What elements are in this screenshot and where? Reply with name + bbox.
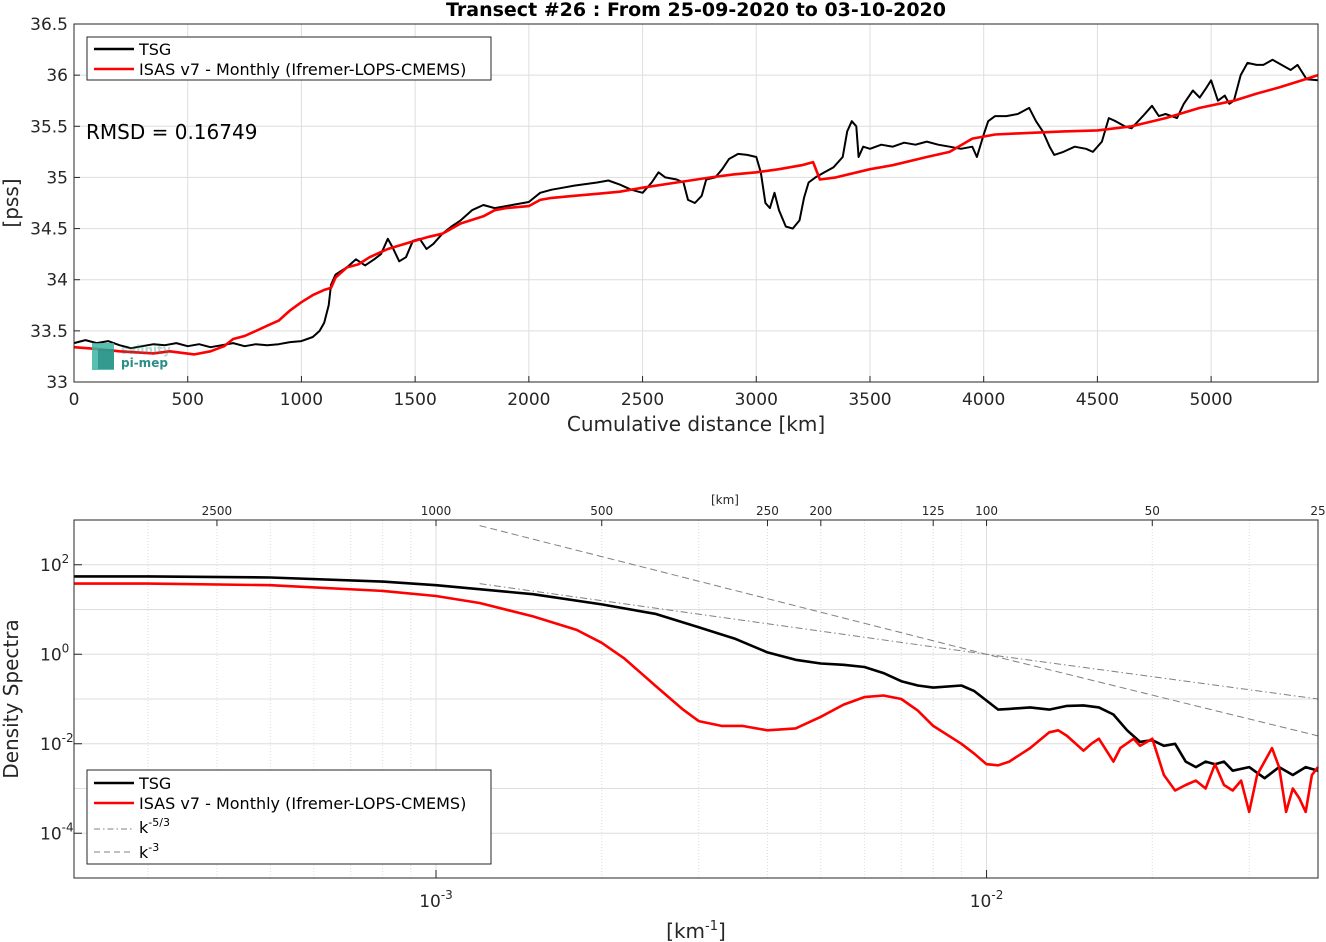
top-tick-label: 1000 bbox=[421, 504, 452, 518]
pi-mep-logo: salinity pi-mep bbox=[92, 343, 171, 370]
top-tick-label: 250 bbox=[756, 504, 779, 518]
series-line-tsg bbox=[74, 575, 1319, 780]
top-tick-label: 25 bbox=[1310, 504, 1325, 518]
logo-text-top: salinity bbox=[121, 343, 171, 357]
top-tick-label: 50 bbox=[1145, 504, 1160, 518]
x-axis-label: [km-1] bbox=[666, 919, 726, 942]
x-axis-label: Cumulative distance [km] bbox=[567, 412, 825, 436]
y-tick-label: 35.5 bbox=[30, 117, 68, 137]
y-tick-label: 36 bbox=[46, 66, 68, 86]
density-spectra-chart: 10-3 10-2 10-4 10-2 100 102 2500 1000 500 250 200 1… bbox=[0, 493, 1326, 942]
y-tick-label: 34 bbox=[46, 271, 68, 291]
y-tick-label: 10-4 bbox=[40, 820, 74, 844]
series-layer bbox=[74, 525, 1320, 814]
y-axis-label: Density Spectra bbox=[0, 619, 23, 778]
series-line-isas bbox=[74, 582, 1320, 814]
legend-label-isas: ISAS v7 - Monthly (Ifremer-LOPS-CMEMS) bbox=[139, 794, 466, 813]
top-tick-label: 125 bbox=[922, 504, 945, 518]
x-tick-label: 2000 bbox=[507, 390, 550, 410]
x-tick-label: 3000 bbox=[735, 390, 778, 410]
top-tick-label: 500 bbox=[590, 504, 613, 518]
logo-text-bottom: pi-mep bbox=[121, 356, 168, 370]
salinity-transect-chart: 0 500 1000 1500 2000 2500 3000 3500 4000 4500 5000… bbox=[0, 0, 1319, 436]
y-tick-label: 33.5 bbox=[30, 322, 68, 342]
series-line-k3 bbox=[479, 525, 1319, 737]
legend-label-tsg: TSG bbox=[138, 774, 171, 793]
x-tick-label: 1000 bbox=[280, 390, 323, 410]
x-tick-label: 5000 bbox=[1189, 390, 1232, 410]
series-line-isas bbox=[73, 73, 1319, 356]
y-tick-label: 100 bbox=[40, 641, 69, 665]
top-tick-label: 100 bbox=[975, 504, 998, 518]
legend-label-tsg: TSG bbox=[138, 40, 171, 59]
tick-labels: 0 500 1000 1500 2000 2500 3000 3500 4000 4500 5000… bbox=[30, 15, 1233, 410]
top-axis-label: [km] bbox=[711, 493, 739, 507]
y-tick-label: 34.5 bbox=[30, 220, 68, 240]
x-tick-label: 4500 bbox=[1076, 390, 1119, 410]
top-tick-label: 2500 bbox=[202, 504, 233, 518]
tick-labels: 10-3 10-2 10-4 10-2 100 102 2500 1000 500 250 200 1… bbox=[40, 504, 1326, 912]
legend: TSG ISAS v7 - Monthly (Ifremer-LOPS-CMEM… bbox=[86, 36, 492, 81]
x-tick-label: 0 bbox=[69, 390, 80, 410]
y-tick-label: 10-2 bbox=[40, 731, 74, 755]
y-tick-label: 102 bbox=[40, 552, 69, 576]
series-layer bbox=[73, 58, 1319, 356]
chart-title: Transect #26 : From 25-09-2020 to 03-10-… bbox=[446, 0, 946, 21]
rmsd-annotation: RMSD = 0.16749 bbox=[86, 120, 257, 144]
x-tick-label: 4000 bbox=[962, 390, 1005, 410]
y-tick-label: 33 bbox=[46, 373, 68, 393]
y-axis-label: [pss] bbox=[0, 178, 23, 227]
y-tick-label: 36.5 bbox=[30, 15, 68, 35]
series-line-tsg bbox=[73, 58, 1319, 350]
x-tick-label: 1500 bbox=[394, 390, 437, 410]
legend-label-isas: ISAS v7 - Monthly (Ifremer-LOPS-CMEMS) bbox=[139, 60, 466, 79]
x-tick-label: 500 bbox=[171, 390, 203, 410]
top-tick-label: 200 bbox=[809, 504, 832, 518]
x-tick-label: 10-2 bbox=[970, 888, 1004, 912]
x-tick-label: 10-3 bbox=[419, 888, 453, 912]
legend: TSG ISAS v7 - Monthly (Ifremer-LOPS-CMEM… bbox=[86, 769, 492, 865]
x-tick-label: 3500 bbox=[848, 390, 891, 410]
y-tick-label: 35 bbox=[46, 168, 68, 188]
x-tick-label: 2500 bbox=[621, 390, 664, 410]
